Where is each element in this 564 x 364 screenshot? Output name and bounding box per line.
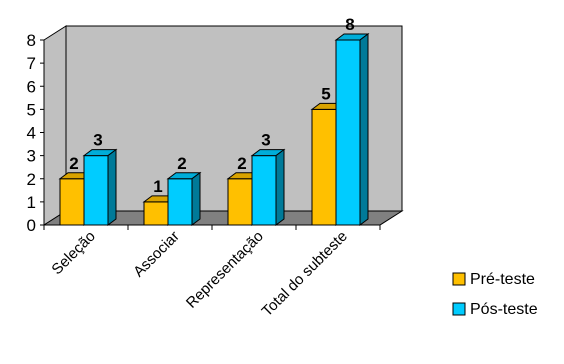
data-label: 3: [93, 131, 102, 150]
data-label: 8: [345, 15, 354, 34]
data-label: 5: [321, 84, 330, 103]
y-tick-label: 7: [27, 54, 36, 73]
bar-pre-1: [143, 201, 169, 226]
data-label: 2: [237, 154, 246, 173]
category-label: Total do subteste: [259, 228, 351, 320]
y-tick-label: 1: [27, 193, 36, 212]
data-label: 2: [69, 154, 78, 173]
bar-pre-2: [227, 178, 253, 226]
bar-side-3-1: [359, 33, 369, 226]
y-tick-label: 6: [27, 77, 36, 96]
bar-pre-3: [311, 108, 337, 226]
legend: Pré-teste Pós-teste: [452, 271, 538, 318]
data-label: 2: [177, 154, 186, 173]
category-label: Representação: [183, 228, 267, 312]
bar-side-1-1: [191, 171, 201, 226]
y-tick-label: 2: [27, 170, 36, 189]
bar-side-2-1: [275, 148, 285, 226]
bar-pre-0: [59, 178, 85, 226]
y-tick-label: 3: [27, 147, 36, 166]
y-tick-label: 8: [27, 31, 36, 50]
category-label: Seleção: [48, 228, 98, 278]
bar-pos-3: [335, 39, 361, 226]
legend-swatch: [452, 302, 466, 316]
y-tick-label: 4: [27, 124, 36, 143]
data-label: 3: [261, 131, 270, 150]
legend-label: Pós-teste: [470, 301, 538, 318]
y-tick-label: 0: [27, 216, 36, 235]
legend-label: Pré-teste: [470, 271, 535, 288]
bar-pos-0: [83, 155, 109, 226]
y-tick-label: 5: [27, 100, 36, 119]
bars: [58, 33, 370, 226]
bar-side-0-1: [107, 148, 117, 226]
category-label: Associar: [130, 228, 183, 281]
legend-swatch: [452, 272, 466, 286]
bar-pos-1: [167, 178, 193, 226]
bar-pos-2: [251, 155, 277, 226]
data-label: 1: [153, 177, 162, 196]
